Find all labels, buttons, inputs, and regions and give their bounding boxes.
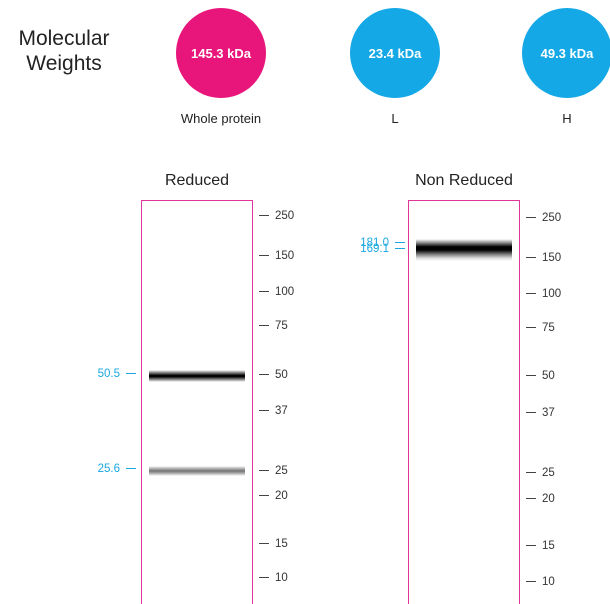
marker-label: 100 (542, 288, 562, 300)
lane-title-non-reduced: Non Reduced (415, 172, 513, 189)
peak-label: 50.5 (97, 368, 120, 380)
marker-label: 150 (275, 250, 295, 262)
marker-non-reduced-15: 15 (526, 540, 555, 552)
mw-label-whole: Whole protein (180, 111, 262, 126)
marker-reduced-150: 150 (259, 250, 294, 262)
band-reduced-heavy (149, 370, 245, 382)
mw-value-whole: 145.3 kDa (191, 45, 251, 61)
lane-reduced (141, 200, 253, 604)
mw-circle-whole: 145.3 kDa (176, 8, 266, 98)
peak-label: 181.0 (360, 237, 389, 249)
marker-label: 75 (275, 320, 288, 332)
marker-label: 50 (275, 369, 288, 381)
marker-non-reduced-250: 250 (526, 212, 561, 224)
band-reduced-light (149, 466, 245, 476)
mw-label-light: L (391, 111, 399, 126)
title-line-2: Weights (26, 52, 102, 75)
marker-label: 25 (275, 465, 288, 477)
band-non-reduced-high (416, 239, 512, 261)
marker-reduced-75: 75 (259, 320, 288, 332)
marker-non-reduced-150: 150 (526, 252, 561, 264)
marker-label: 15 (542, 540, 555, 552)
lane-title-reduced: Reduced (164, 172, 230, 189)
marker-label: 25 (542, 467, 555, 479)
peak-non-reduced-181: 181.0 (360, 237, 405, 249)
marker-reduced-10: 10 (259, 572, 288, 584)
lane-non-reduced (408, 200, 520, 604)
marker-label: 15 (275, 538, 288, 550)
marker-reduced-20: 20 (259, 490, 288, 502)
marker-label: 20 (542, 493, 555, 505)
marker-label: 20 (275, 490, 288, 502)
marker-reduced-25: 25 (259, 465, 288, 477)
mw-value-heavy: 49.3 kDa (540, 45, 594, 61)
marker-label: 150 (542, 252, 562, 264)
marker-non-reduced-37: 37 (526, 407, 555, 419)
marker-non-reduced-20: 20 (526, 493, 555, 505)
marker-reduced-37: 37 (259, 405, 288, 417)
marker-non-reduced-10: 10 (526, 576, 555, 588)
marker-label: 100 (275, 286, 295, 298)
marker-label: 10 (542, 576, 555, 588)
peak-label: 169.1 (360, 243, 389, 255)
marker-reduced-50: 50 (259, 369, 288, 381)
marker-label: 37 (275, 405, 288, 417)
marker-non-reduced-25: 25 (526, 467, 555, 479)
peak-reduced-heavy: 50.5 (98, 368, 136, 380)
marker-reduced-250: 250 (259, 210, 294, 222)
page-title: Molecular Weights (8, 26, 120, 76)
marker-label: 250 (542, 212, 562, 224)
mw-circle-light: 23.4 kDa (350, 8, 440, 98)
marker-reduced-15: 15 (259, 538, 288, 550)
marker-label: 50 (542, 370, 555, 382)
mw-label-heavy: H (562, 111, 572, 126)
mw-circle-heavy: 49.3 kDa (522, 8, 610, 98)
peak-label: 25.6 (97, 463, 120, 475)
marker-non-reduced-75: 75 (526, 322, 555, 334)
marker-label: 250 (275, 210, 295, 222)
marker-label: 75 (542, 322, 555, 334)
marker-label: 37 (542, 407, 555, 419)
marker-reduced-100: 100 (259, 286, 294, 298)
title-line-1: Molecular (18, 27, 110, 50)
peak-non-reduced-169: 169.1 (360, 243, 405, 255)
marker-label: 10 (275, 572, 288, 584)
mw-value-light: 23.4 kDa (368, 45, 422, 61)
marker-non-reduced-100: 100 (526, 288, 561, 300)
marker-non-reduced-50: 50 (526, 370, 555, 382)
peak-reduced-light: 25.6 (98, 463, 136, 475)
